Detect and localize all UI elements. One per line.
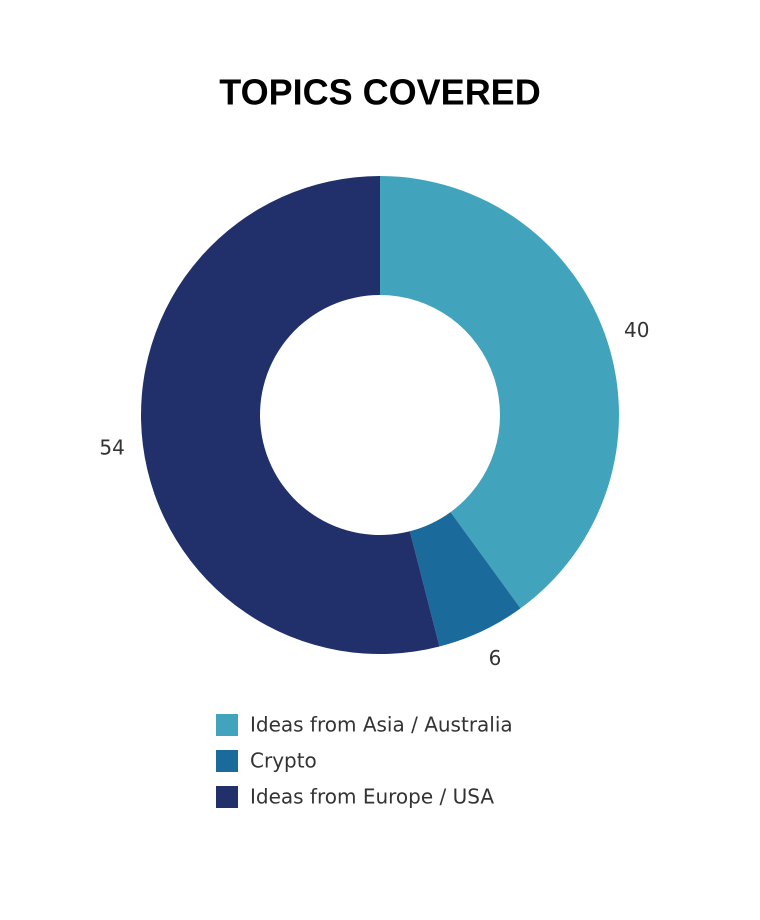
chart-title: TOPICS COVERED bbox=[219, 72, 540, 113]
donut-slice bbox=[409, 512, 521, 647]
donut-slice bbox=[380, 176, 619, 609]
data-label: 40 bbox=[624, 318, 649, 342]
legend-swatch bbox=[216, 750, 238, 772]
legend-label: Ideas from Europe / USA bbox=[250, 785, 494, 809]
data-label: 6 bbox=[489, 646, 502, 670]
legend-swatch bbox=[216, 714, 238, 736]
legend-label: Crypto bbox=[250, 749, 317, 773]
donut-slice bbox=[141, 176, 440, 654]
legend-label: Ideas from Asia / Australia bbox=[250, 713, 513, 737]
legend-swatch bbox=[216, 786, 238, 808]
data-label: 54 bbox=[99, 435, 124, 459]
